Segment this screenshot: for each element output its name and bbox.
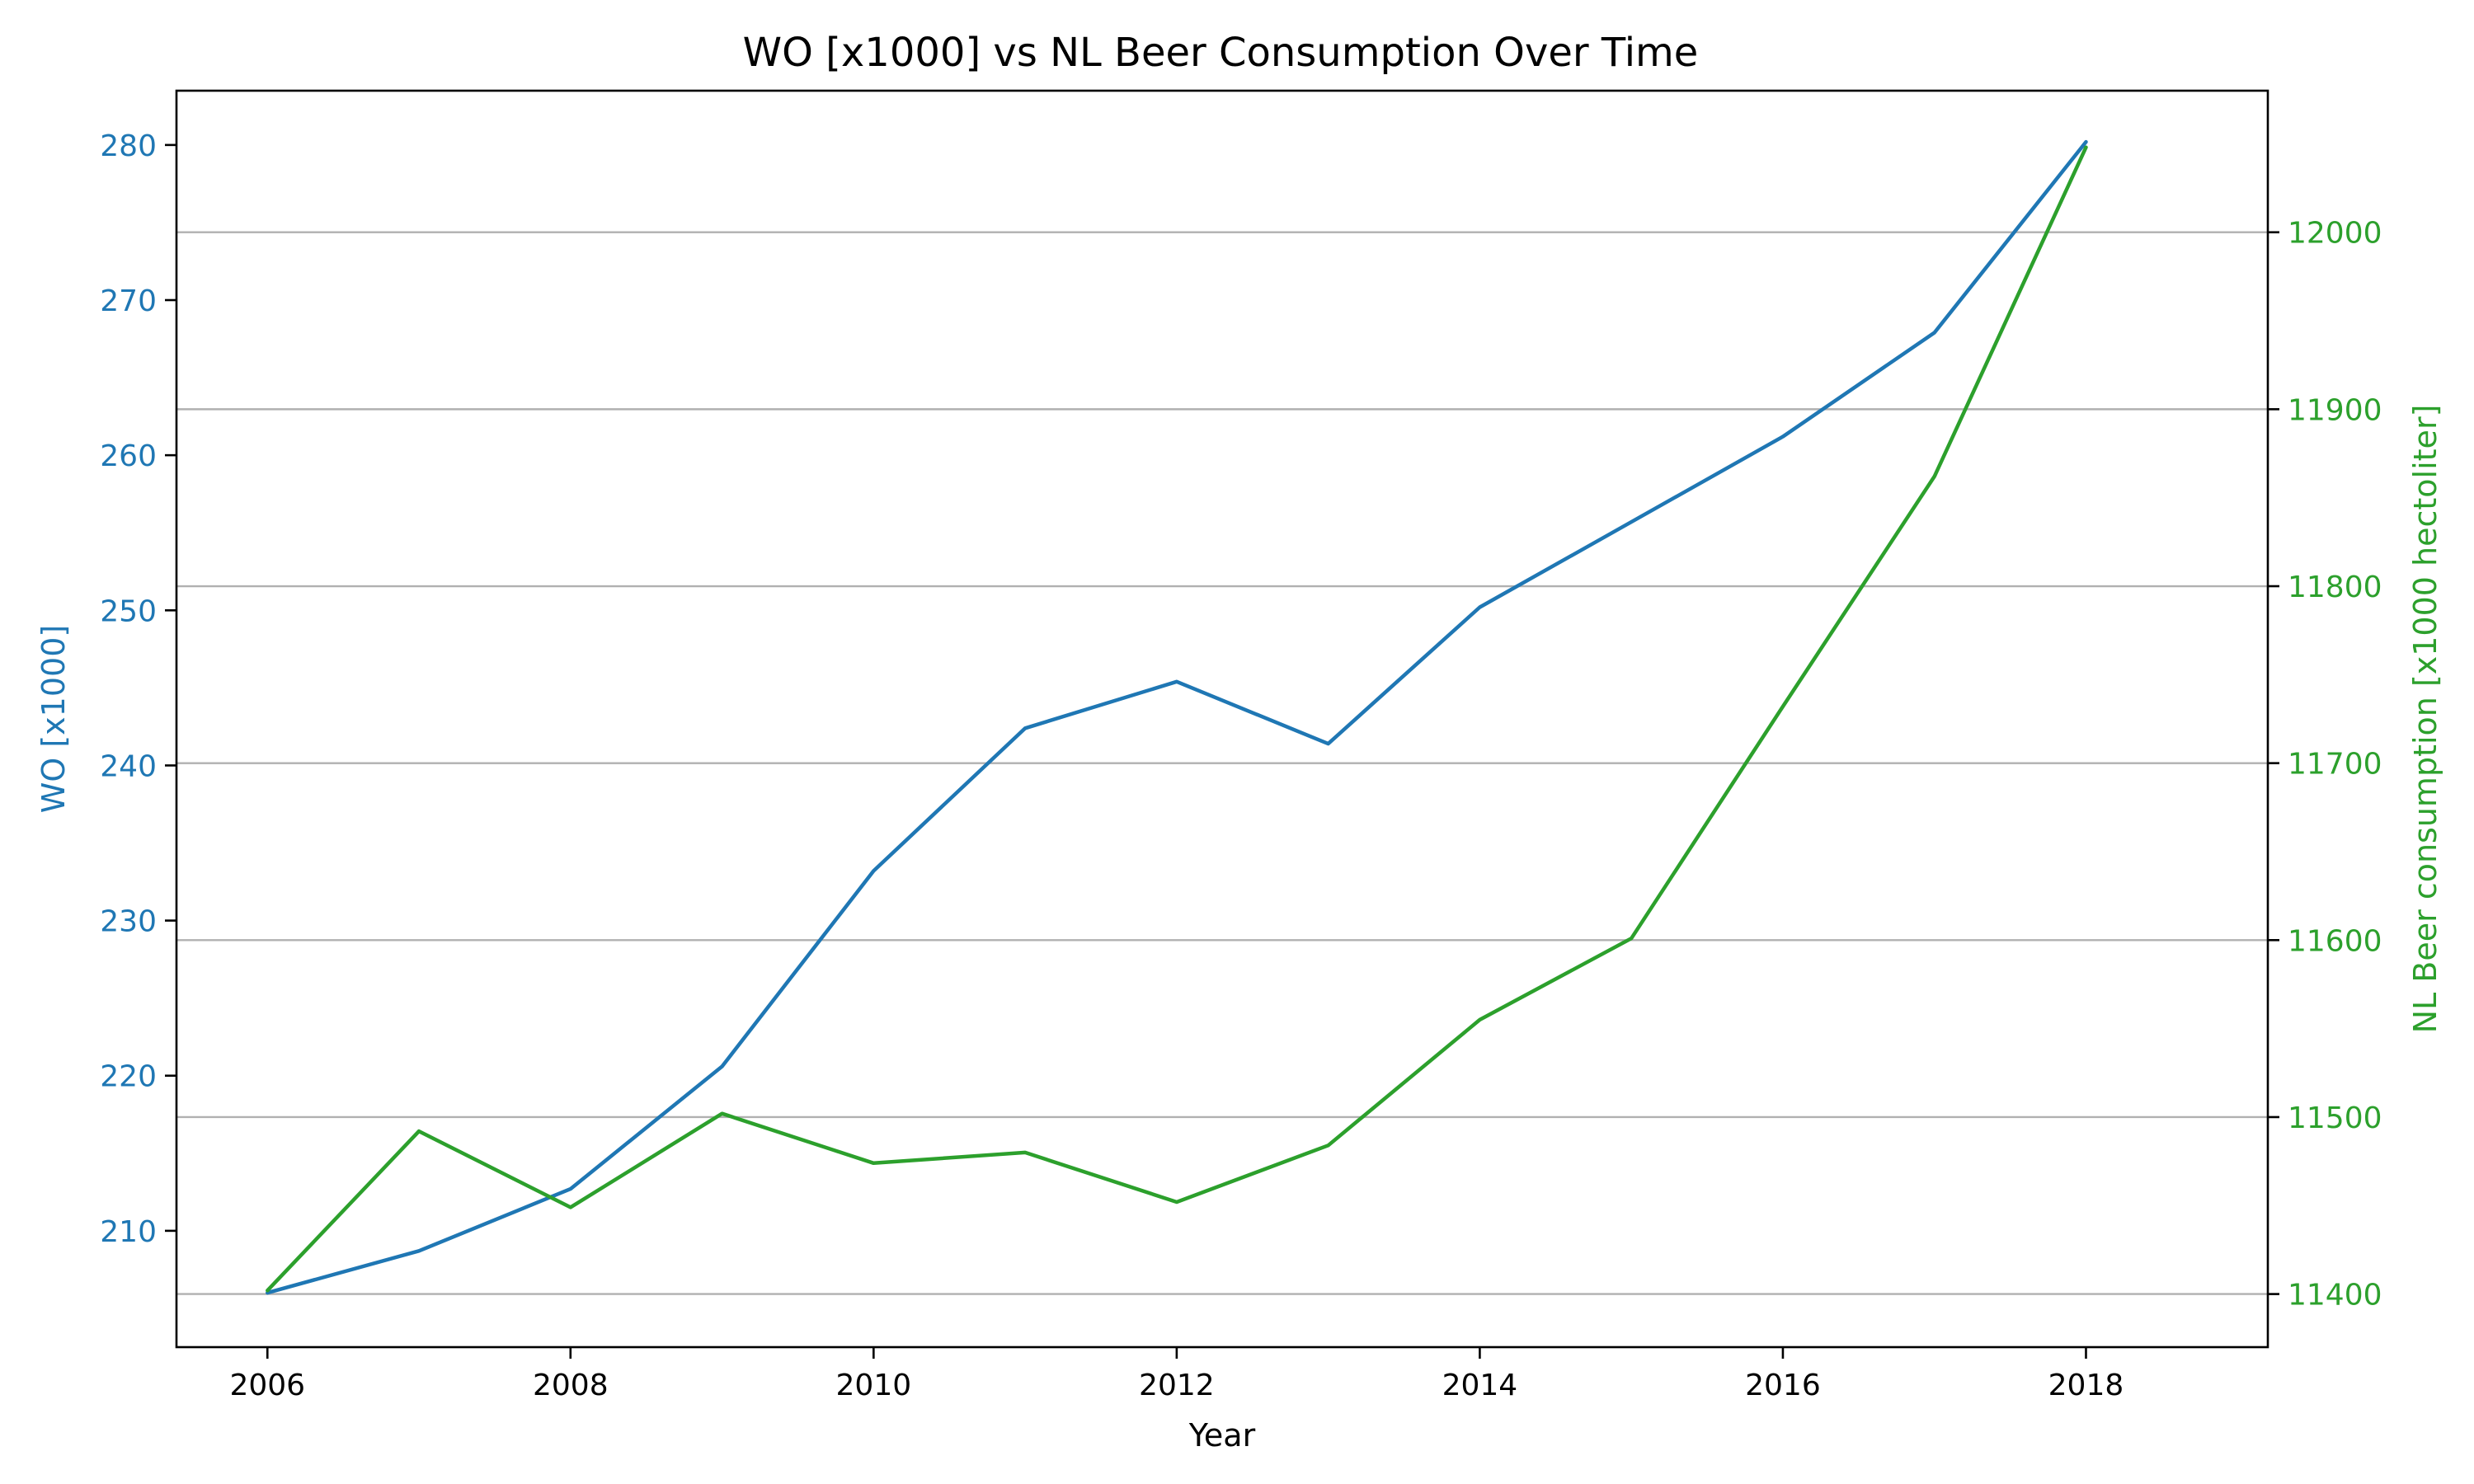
y-axis-left: 210 220 230 240 250 260 270 280 [100, 129, 176, 1249]
y-left-tick-label: 210 [100, 1215, 157, 1249]
y-left-tick-label: 240 [100, 749, 157, 783]
x-tick-label: 2014 [1442, 1369, 1518, 1402]
y-axis-left-label: WO [x1000] [35, 625, 72, 813]
y-left-tick-label: 280 [100, 129, 157, 163]
y-right-tick-label: 11700 [2288, 748, 2382, 782]
y-axis-right: 11400 11500 11600 11700 11800 11900 12000 [2268, 217, 2382, 1313]
wo-line [266, 139, 2088, 1295]
y-left-tick-label: 250 [100, 594, 157, 628]
x-tick-label: 2008 [533, 1369, 609, 1402]
y-right-tick-label: 12000 [2288, 217, 2382, 251]
x-tick-label: 2006 [229, 1369, 305, 1402]
x-axis-label: Year [1188, 1417, 1256, 1453]
y-left-tick-label: 260 [100, 439, 157, 473]
x-tick-label: 2016 [1745, 1369, 1821, 1402]
x-tick-label: 2010 [836, 1369, 912, 1402]
y-right-tick-label: 11900 [2288, 393, 2382, 427]
x-axis: 2006 2008 2010 2012 2014 2016 2018 [229, 1347, 2124, 1402]
plot-frame [175, 89, 2269, 1349]
y-right-tick-label: 11600 [2288, 924, 2382, 958]
x-tick-label: 2012 [1139, 1369, 1215, 1402]
x-tick-label: 2018 [2048, 1369, 2124, 1402]
y-left-tick-label: 230 [100, 905, 157, 939]
chart-title: WO [x1000] vs NL Beer Consumption Over T… [743, 30, 1699, 76]
beer-consumption-line [266, 145, 2088, 1293]
y-right-tick-label: 11500 [2288, 1101, 2382, 1135]
y-right-tick-label: 11800 [2288, 571, 2382, 604]
y-right-tick-label: 11400 [2288, 1279, 2382, 1313]
y-left-tick-label: 220 [100, 1060, 157, 1094]
y-axis-right-label: NL Beer consumption [x1000 hectoliter] [2407, 405, 2443, 1034]
grid-layer [176, 231, 2268, 1295]
y-left-tick-label: 270 [100, 284, 157, 318]
series-layer [266, 139, 2088, 1295]
